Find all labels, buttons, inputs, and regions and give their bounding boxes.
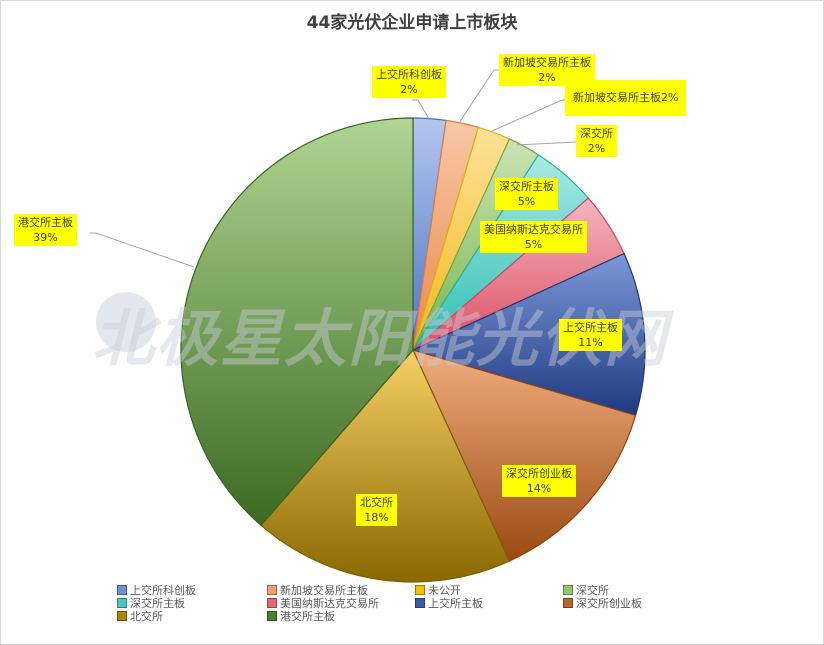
legend-swatch-icon — [415, 598, 425, 608]
chart-title: 44家光伏企业申请上市板块 — [306, 13, 518, 33]
pie-slice[interactable] — [180, 117, 414, 527]
data-label-name: 深交所主板 — [499, 180, 554, 193]
legend-swatch-icon — [563, 598, 573, 608]
legend-item-shmain[interactable]: 上交所主板 — [415, 597, 483, 611]
data-label-name: 港交所主板 — [18, 216, 73, 229]
data-label-kcb: 上交所科创板 2% — [372, 66, 446, 98]
data-label-pct: 5% — [524, 238, 543, 251]
legend-swatch-icon — [117, 585, 127, 595]
data-label-szse: 深交所 2% — [576, 125, 617, 157]
data-label-pct: 2% — [538, 71, 556, 84]
legend-swatch-icon — [117, 611, 127, 621]
legend-item-szmain[interactable]: 深交所主板 — [117, 597, 185, 611]
legend-item-hkex[interactable]: 港交所主板 — [267, 610, 335, 624]
legend-item-undisclosed[interactable]: 未公开 — [415, 584, 461, 598]
legend-item-szse[interactable]: 深交所 — [563, 584, 609, 598]
data-label-nasdaq: 美国纳斯达克交易所 5% — [480, 221, 587, 253]
data-label-chinext: 深交所创业板 14% — [502, 465, 576, 497]
pie-slice[interactable] — [260, 348, 511, 583]
data-label-pct: 5% — [517, 195, 536, 208]
legend-item-bse[interactable]: 北交所 — [117, 610, 163, 624]
legend-item-nasdaq[interactable]: 美国纳斯达克交易所 — [267, 597, 379, 611]
data-label-shmain: 上交所主板 11% — [559, 319, 622, 351]
data-label-pct: 39% — [33, 231, 58, 244]
legend-item-chinext[interactable]: 深交所创业板 — [563, 597, 642, 611]
data-label-name: 深交所创业板 — [506, 467, 572, 480]
legend-swatch-icon — [415, 585, 425, 595]
data-label-pct: 2% — [587, 142, 606, 155]
data-label-pct: 18% — [364, 511, 389, 524]
pie-slice[interactable] — [411, 252, 646, 417]
data-label-name: 北交所 — [360, 496, 393, 509]
pie-slice[interactable] — [411, 349, 637, 562]
legend-swatch-icon — [117, 598, 127, 608]
legend-swatch-icon — [267, 585, 277, 595]
data-label-name: 上交所主板 — [563, 321, 618, 334]
legend-swatch-icon — [267, 611, 277, 621]
legend-swatch-icon — [563, 585, 573, 595]
data-label-name: 新加坡交易所主板 — [503, 56, 591, 69]
data-label-hkex: 港交所主板 39% — [14, 214, 77, 246]
legend-item-kcb[interactable]: 上交所科创板 — [117, 584, 196, 598]
data-label-bse: 北交所 18% — [356, 494, 397, 526]
legend-swatch-icon — [267, 598, 277, 608]
data-label-sgx-2: 新加坡交易所主板2% — [565, 80, 687, 116]
data-label-pct: 2% — [400, 83, 418, 96]
data-label-name: 上交所科创板 — [376, 68, 442, 81]
data-label-text: 新加坡交易所主板2% — [573, 91, 679, 104]
legend-item-sgx[interactable]: 新加坡交易所主板 — [267, 584, 368, 598]
data-label-name: 美国纳斯达克交易所 — [484, 223, 583, 236]
data-label-pct: 14% — [526, 482, 552, 495]
data-label-szmain: 深交所主板 5% — [495, 178, 558, 210]
data-label-pct: 11% — [578, 336, 603, 349]
data-label-name: 深交所 — [580, 127, 613, 140]
